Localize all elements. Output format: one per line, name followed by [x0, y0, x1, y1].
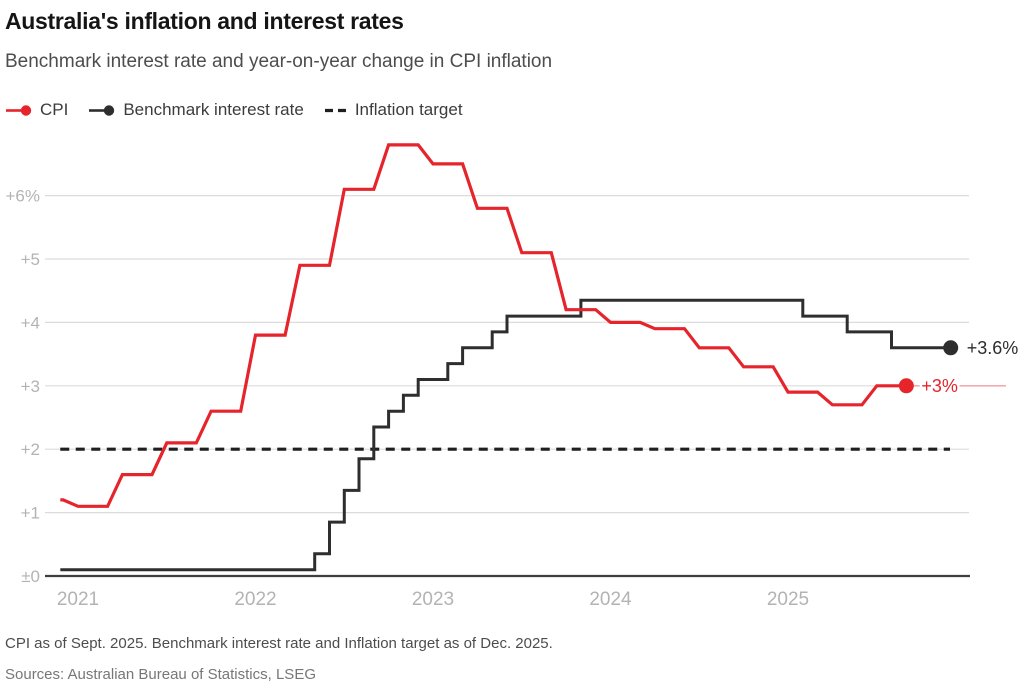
- x-tick-label: 2025: [767, 589, 809, 610]
- sources: Sources: Australian Bureau of Statistics…: [5, 666, 316, 683]
- y-tick-label: +3: [21, 377, 40, 396]
- cpi-line-dot-icon: [6, 104, 32, 116]
- y-tick-label: +4: [21, 313, 40, 332]
- x-tick-label: 2023: [412, 589, 454, 610]
- legend-label-inflation-target: Inflation target: [354, 100, 463, 119]
- cpi-end-dot: [898, 378, 914, 394]
- benchmark-end-label: +3.6%: [967, 338, 1019, 358]
- chart-canvas: +6% +5 +4 +3 +2 +1 ±0 2021 2022 2023 2024 2025 +3.6%…: [6, 143, 1019, 610]
- legend: CPI Benchmark interest rate Inflation ta…: [5, 100, 1024, 120]
- y-tick-label: ±0: [21, 567, 40, 586]
- inflation-target-dashes-icon: [324, 108, 347, 112]
- legend-item-inflation-target: Inflation target: [324, 100, 463, 120]
- benchmark-line-dot-icon: [89, 104, 115, 116]
- chart-page: Australia's inflation and interest rates…: [0, 8, 1024, 692]
- x-tick-label: 2022: [234, 589, 276, 610]
- page-title: Australia's inflation and interest rates: [5, 8, 404, 34]
- x-tick-label: 2024: [589, 589, 632, 610]
- y-tick-label: +1: [21, 504, 40, 523]
- legend-label-benchmark-rate: Benchmark interest rate: [123, 100, 304, 119]
- legend-item-benchmark-rate: Benchmark interest rate: [88, 100, 304, 120]
- x-tick-label: 2021: [57, 589, 99, 610]
- cpi-line: [60, 143, 907, 508]
- footnote: CPI as of Sept. 2025. Benchmark interest…: [5, 635, 553, 652]
- cpi-end-label: +3%: [921, 376, 958, 396]
- y-tick-label: +5: [21, 250, 40, 269]
- y-tick-label: +2: [21, 440, 40, 459]
- legend-item-cpi: CPI: [5, 100, 68, 120]
- benchmark-rate-line: [60, 298, 951, 572]
- legend-label-cpi: CPI: [40, 100, 69, 119]
- benchmark-end-dot: [943, 340, 959, 356]
- page-subtitle: Benchmark interest rate and year-on-year…: [5, 51, 553, 72]
- y-tick-label: +6%: [6, 187, 41, 206]
